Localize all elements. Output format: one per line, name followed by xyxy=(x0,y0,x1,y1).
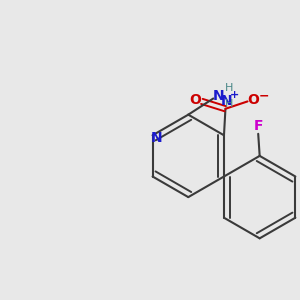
Text: N: N xyxy=(221,94,233,107)
Text: H: H xyxy=(224,99,233,109)
Text: N: N xyxy=(213,89,224,103)
Text: H: H xyxy=(224,83,233,93)
Text: +: + xyxy=(230,90,239,100)
Text: O: O xyxy=(248,93,260,107)
Text: F: F xyxy=(254,119,263,134)
Text: −: − xyxy=(259,89,269,102)
Text: N: N xyxy=(150,131,162,145)
Text: O: O xyxy=(190,93,201,107)
